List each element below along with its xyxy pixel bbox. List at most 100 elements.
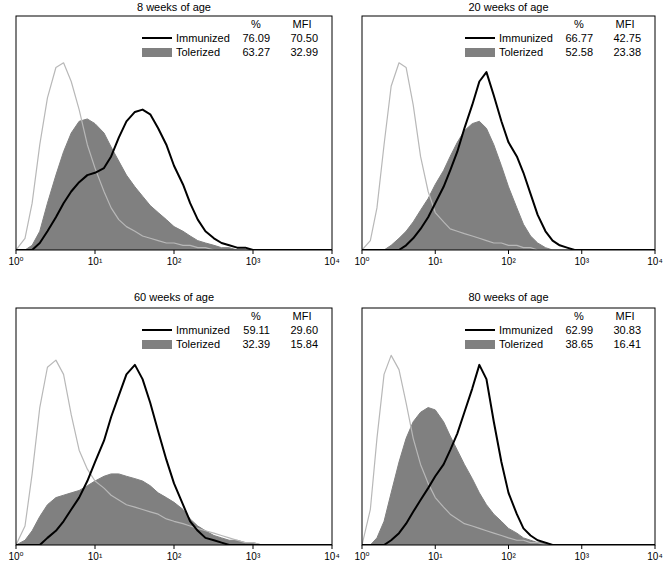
plot-frame — [16, 16, 332, 250]
legend-header: % — [574, 18, 584, 30]
x-tick — [655, 250, 656, 254]
plot-frame — [362, 16, 655, 250]
histogram-line — [362, 72, 655, 250]
x-tick-label: 10⁴ — [647, 551, 662, 562]
legend-swatch — [465, 37, 495, 39]
legend-swatch — [142, 48, 172, 57]
plot-area — [362, 355, 655, 545]
legend: % MFI Immunized 66.77 42.75 Tolerized 52.58 23.… — [465, 18, 641, 58]
x-tick — [95, 545, 96, 549]
x-tick-label: 10¹ — [88, 256, 103, 267]
title: 60 weeks of age — [134, 291, 214, 303]
x-tick — [253, 250, 254, 254]
legend-stat: 42.75 — [613, 32, 641, 44]
x-tick — [174, 545, 175, 549]
x-tick-label: 10⁰ — [8, 256, 23, 267]
legend-swatch — [465, 340, 495, 349]
legend-header: MFI — [616, 18, 635, 30]
legend-stat: 62.99 — [565, 324, 593, 336]
legend: %MFIImmunized59.1129.60Tolerized32.3915.… — [142, 310, 318, 350]
legend-label: Immunized — [499, 324, 553, 336]
x-tick — [581, 250, 582, 254]
legend-header: MFI — [293, 18, 312, 30]
x-tick-label: 10⁴ — [324, 256, 339, 267]
figure: 8 weeks of age 10⁰ 10¹ 10² 10³ 10⁴% MFI Immuniz… — [0, 0, 670, 567]
legend-label: Immunized — [499, 32, 553, 44]
x-tick-label: 10⁴ — [647, 256, 662, 267]
legend-stat: 52.58 — [565, 46, 593, 58]
x-tick — [95, 250, 96, 254]
legend-stat: 32.99 — [290, 46, 318, 58]
histogram-line — [16, 360, 332, 545]
legend: %MFIImmunized76.0970.50Tolerized63.2732.… — [142, 18, 318, 58]
plot-area — [16, 360, 332, 545]
x-tick-label: 10³ — [575, 551, 590, 562]
legend-stat: 29.60 — [290, 324, 318, 336]
x-tick — [655, 545, 656, 549]
x-tick-label: 10² — [501, 551, 516, 562]
x-tick-label: 10¹ — [428, 256, 443, 267]
legend-header: MFI — [616, 310, 635, 322]
x-tick-label: 10⁰ — [354, 256, 369, 267]
legend-stat: 15.84 — [290, 338, 318, 350]
legend-label: Tolerized — [499, 46, 543, 58]
x-tick-label: 10¹ — [88, 551, 103, 562]
legend-stat: 70.50 — [290, 32, 318, 44]
histogram-line — [16, 63, 332, 250]
panel: 80 weeks of age 10⁰ 10¹ 10² 10³ 10⁴% MFI Immuni… — [354, 291, 662, 562]
legend-stat: 38.65 — [565, 338, 593, 350]
x-tick-label: 10² — [167, 256, 182, 267]
x-tick — [16, 250, 17, 254]
legend-header: % — [574, 310, 584, 322]
legend-swatch — [465, 329, 495, 331]
histogram-line — [362, 365, 655, 545]
x-tick-label: 10¹ — [428, 551, 443, 562]
title: 80 weeks of age — [468, 291, 548, 303]
legend-label: Tolerized — [499, 338, 543, 350]
x-tick — [581, 545, 582, 549]
x-tick — [435, 545, 436, 549]
title: 8 weeks of age — [137, 1, 211, 13]
x-tick-label: 10³ — [246, 551, 261, 562]
x-tick — [253, 545, 254, 549]
legend-stat: 66.77 — [565, 32, 593, 44]
x-tick — [362, 545, 363, 549]
x-tick — [508, 545, 509, 549]
legend-stat: 63.27 — [242, 46, 270, 58]
x-tick-label: 10² — [501, 256, 516, 267]
plot-frame — [362, 308, 655, 545]
legend-swatch — [142, 37, 172, 39]
x-tick-label: 10³ — [575, 256, 590, 267]
legend-stat: 23.38 — [613, 46, 641, 58]
x-tick — [508, 250, 509, 254]
plot-area — [362, 63, 655, 250]
histogram-line — [16, 110, 332, 250]
legend-label: Immunized — [176, 32, 230, 44]
panel: 8 weeks of age10⁰10¹10²10³10⁴%MFIImmuniz… — [8, 1, 339, 267]
legend-stat: 59.11 — [243, 324, 270, 336]
x-tick-label: 10⁰ — [354, 551, 369, 562]
histogram-line — [362, 63, 655, 250]
panel: 20 weeks of age 10⁰ 10¹ 10² 10³ 10⁴% MFI Immuni… — [354, 1, 662, 267]
x-tick-label: 10² — [167, 551, 182, 562]
legend: %MFIImmunized62.9930.83Tolerized38.6516.… — [465, 310, 641, 350]
legend-label: Tolerized — [176, 46, 220, 58]
histogram-area — [16, 119, 332, 250]
legend-swatch — [465, 48, 495, 57]
x-tick — [435, 250, 436, 254]
x-tick — [332, 545, 333, 549]
legend-stat: 16.41 — [613, 338, 641, 350]
x-tick-label: 10⁴ — [324, 551, 339, 562]
legend-header: % — [251, 18, 261, 30]
histogram-line — [16, 365, 332, 545]
title: 20 weeks of age — [468, 1, 548, 13]
panel: 60 weeks of age10⁰10¹10²10³10⁴%MFIImmuni… — [8, 291, 339, 562]
histogram-line — [362, 355, 655, 545]
legend-label: Immunized — [176, 324, 230, 336]
x-tick-label: 10⁰ — [8, 551, 23, 562]
x-tick — [362, 250, 363, 254]
x-tick — [16, 545, 17, 549]
x-tick — [332, 250, 333, 254]
legend-label: Tolerized — [176, 338, 220, 350]
legend-stat: 32.39 — [242, 338, 270, 350]
